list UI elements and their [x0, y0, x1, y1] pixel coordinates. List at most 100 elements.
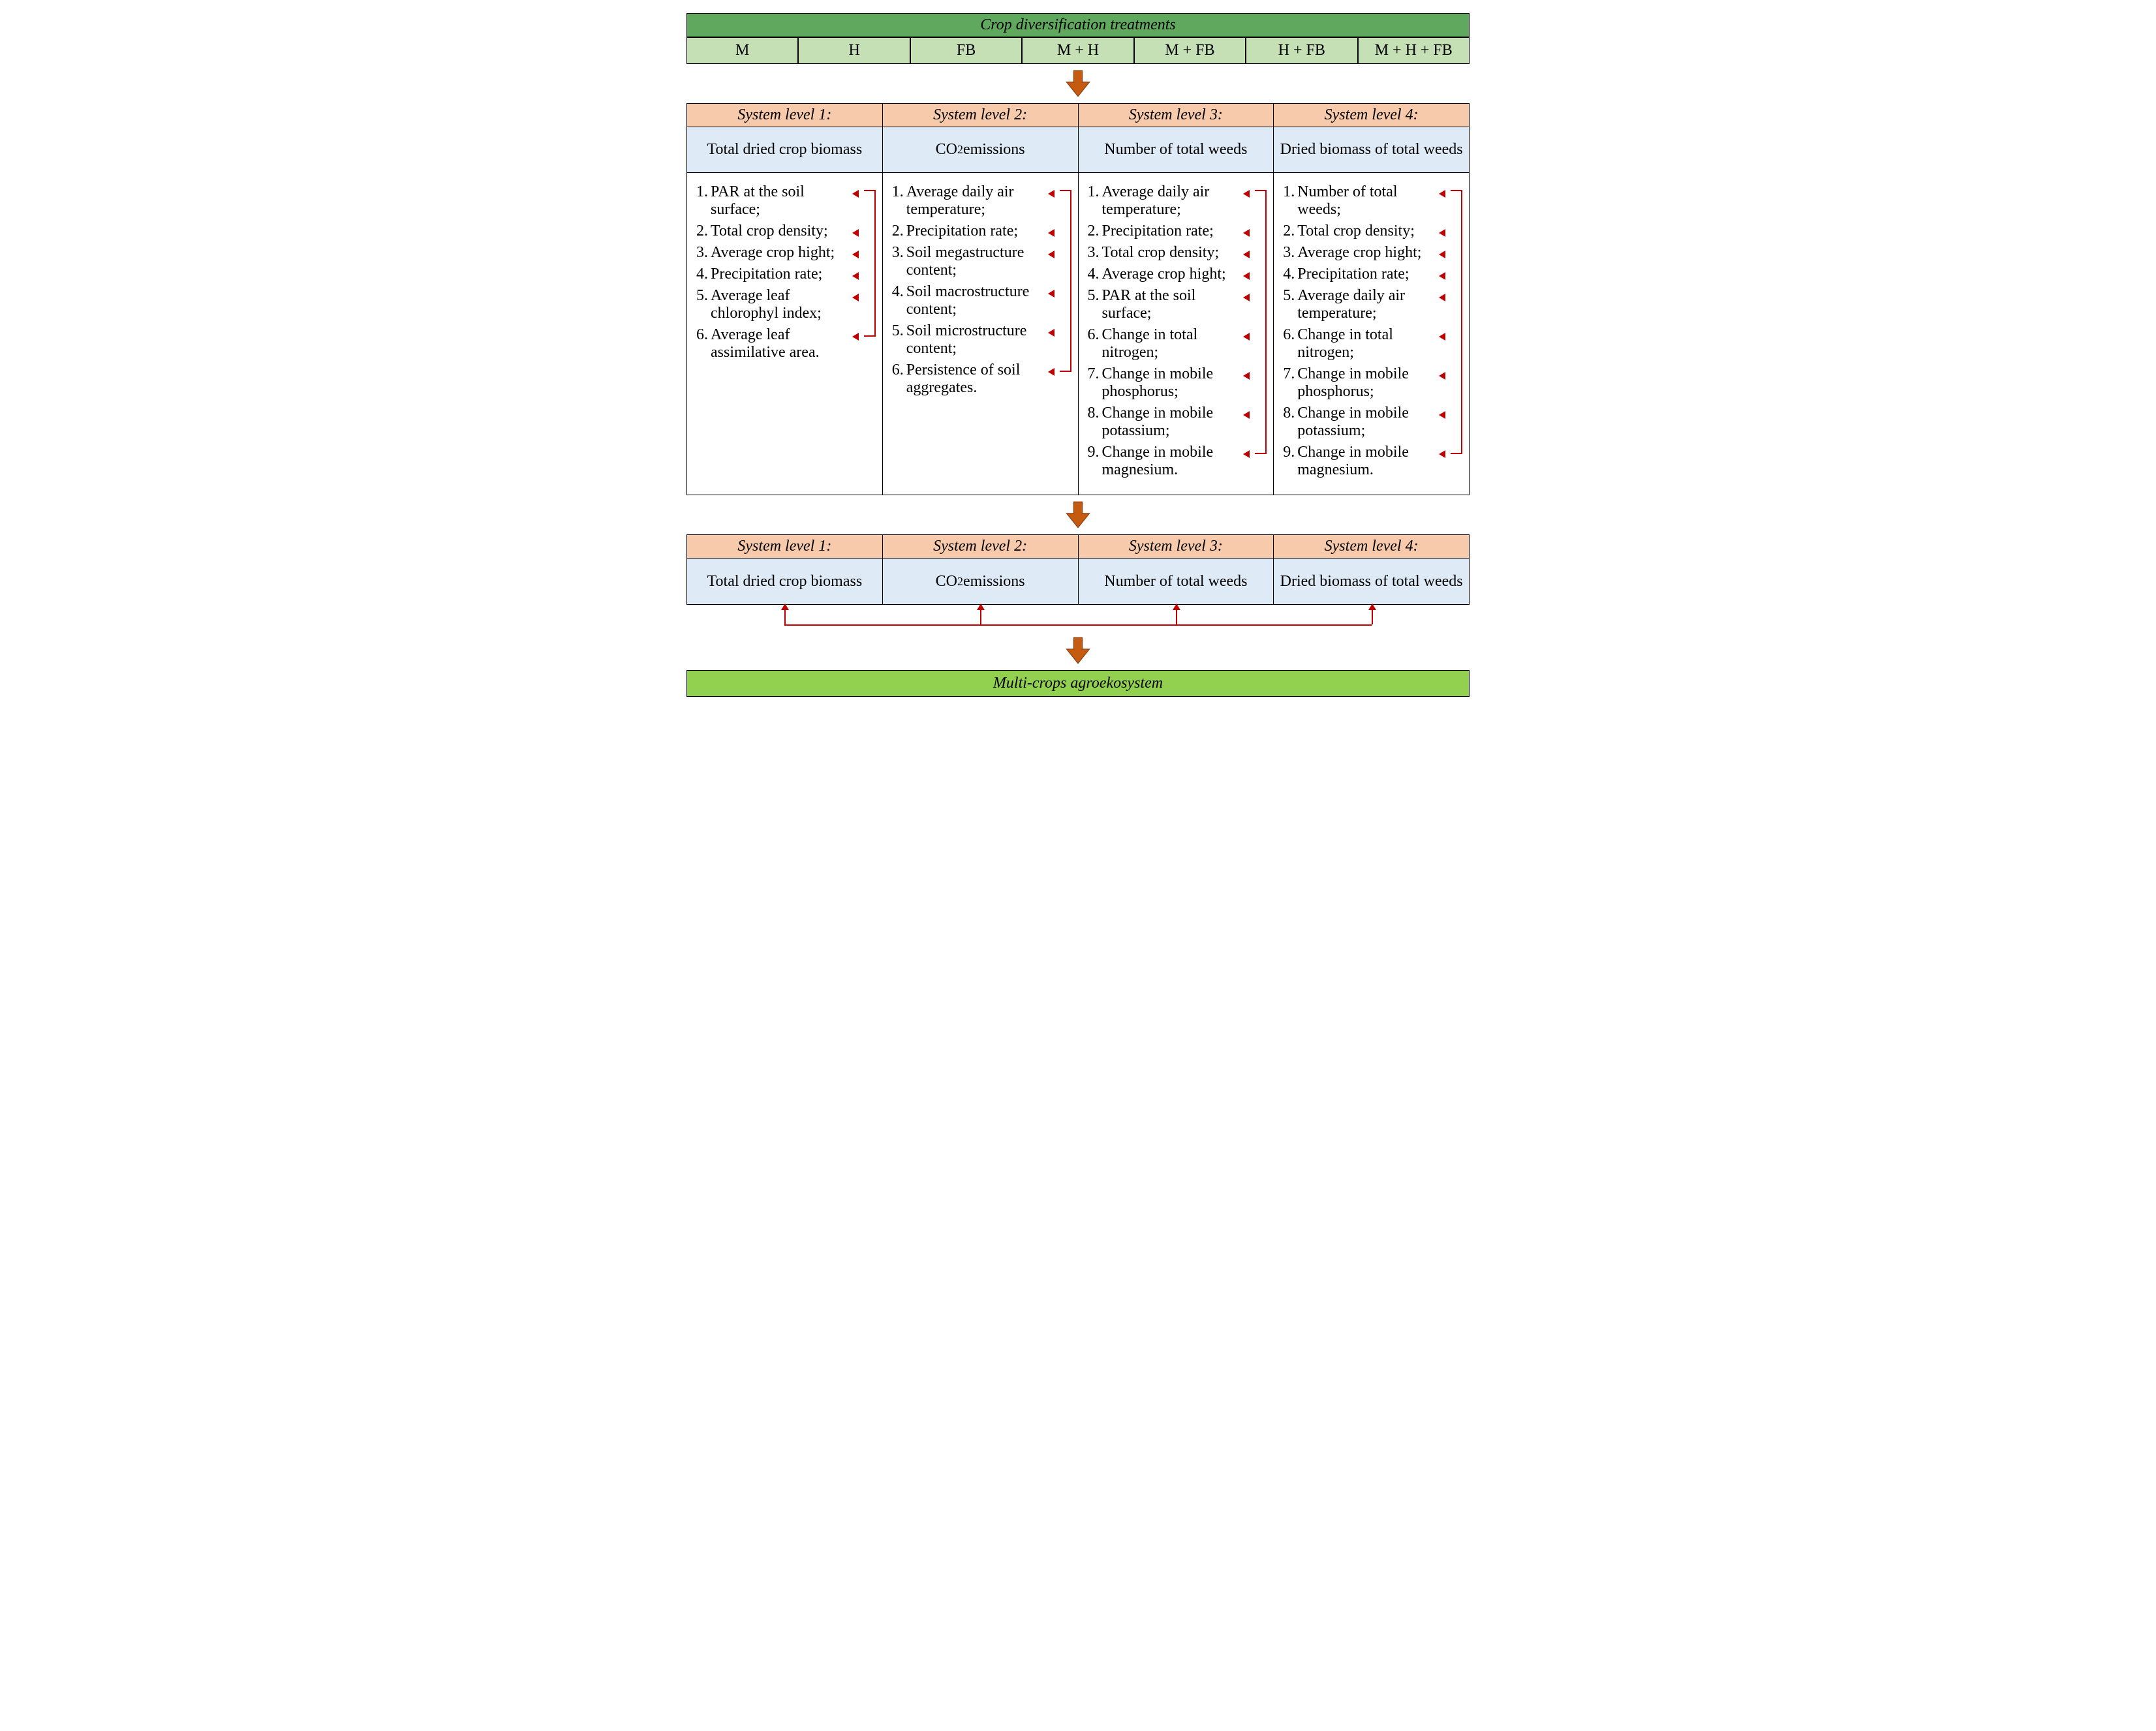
- list-item: 4.Average crop hight;: [1085, 266, 1269, 283]
- red-bracket: [864, 190, 876, 337]
- item-list: 1.Average daily air temperature;2.Precip…: [889, 183, 1073, 397]
- list-item-number: 6.: [889, 361, 904, 379]
- red-up-arrow: [1372, 605, 1373, 624]
- list-item: 2.Total crop density;: [694, 222, 877, 240]
- treatments-row: M H FB M + H M + FB H + FB M + H + FB: [686, 37, 1470, 64]
- list-item-text: Average crop hight;: [711, 244, 854, 262]
- list-item: 3.Average crop hight;: [1280, 244, 1464, 262]
- list-item-number: 2.: [694, 222, 708, 240]
- list-item-number: 4.: [889, 283, 904, 301]
- list-item-text: Soil megastructure content;: [906, 244, 1049, 279]
- list-item: 5.Average daily air temperature;: [1280, 287, 1464, 322]
- list-item-number: 1.: [1280, 183, 1295, 201]
- list-item-text: Average daily air temperature;: [1297, 287, 1440, 322]
- list-item: 6.Persistence of soil aggregates.: [889, 361, 1073, 397]
- list-item: 2.Precipitation rate;: [889, 222, 1073, 240]
- list-item-number: 4.: [1085, 266, 1100, 283]
- list-item: 7.Change in mobile phosphorus;: [1085, 365, 1269, 401]
- list-item-text: Change in total nitrogen;: [1297, 326, 1440, 361]
- list-item: 3.Total crop density;: [1085, 244, 1269, 262]
- list-item-number: 2.: [889, 222, 904, 240]
- list-item: 1.Number of total weeds;: [1280, 183, 1464, 219]
- list-item-text: Soil microstructure content;: [906, 322, 1049, 358]
- list-item: 6.Average leaf assimilative area.: [694, 326, 877, 361]
- list-item: 7.Change in mobile phosphorus;: [1280, 365, 1464, 401]
- list-item-number: 2.: [1280, 222, 1295, 240]
- down-arrow-2: [686, 495, 1470, 534]
- list-item: 3.Average crop hight;: [694, 244, 877, 262]
- list-item-number: 4.: [694, 266, 708, 283]
- system-level-col: System level 2: CO2 emissions: [883, 535, 1079, 604]
- list-item-text: Change in mobile potassium;: [1297, 405, 1440, 440]
- system-level-subtitle: Number of total weeds: [1079, 127, 1274, 173]
- list-item-text: Average crop hight;: [1297, 244, 1440, 262]
- system-level-col: System level 4: Dried biomass of total w…: [1274, 104, 1469, 495]
- treatment-cell: M + H + FB: [1358, 37, 1470, 64]
- list-item-text: Average daily air temperature;: [906, 183, 1049, 219]
- list-item: 4.Precipitation rate;: [1280, 266, 1464, 283]
- item-list: 1.Number of total weeds; 2.Total crop den…: [1280, 183, 1464, 479]
- system-level-title: System level 2:: [883, 104, 1078, 127]
- list-item: 6.Change in total nitrogen;: [1280, 326, 1464, 361]
- red-up-arrow: [1176, 605, 1177, 624]
- list-item: 9.Change in mobile magnesium.: [1280, 444, 1464, 479]
- red-up-arrow: [784, 605, 786, 624]
- list-item-text: Average daily air temperature;: [1102, 183, 1245, 219]
- list-item: 1.Average daily air temperature;: [1085, 183, 1269, 219]
- system-level-body: 1.Number of total weeds; 2.Total crop den…: [1274, 173, 1469, 495]
- treatment-cell: M + FB: [1134, 37, 1246, 64]
- down-arrow-icon: [1064, 69, 1092, 98]
- list-item-text: PAR at the soil surface;: [711, 183, 854, 219]
- red-up-arrow: [980, 605, 981, 624]
- list-item-number: 9.: [1280, 444, 1295, 461]
- list-item-text: Total crop density;: [1102, 244, 1245, 262]
- list-item: 4.Soil macrostructure content;: [889, 283, 1073, 318]
- list-item-text: Precipitation rate;: [711, 266, 854, 283]
- system-level-col: System level 3: Number of total weeds 1.…: [1079, 104, 1274, 495]
- list-item-text: Persistence of soil aggregates.: [906, 361, 1049, 397]
- list-item-text: Change in mobile phosphorus;: [1297, 365, 1440, 401]
- system-level-col: System level 1: Total dried crop biomass…: [687, 104, 883, 495]
- system-level-body: 1.PAR at the soil surface; 2.Total crop d…: [687, 173, 882, 453]
- list-item: 2.Precipitation rate;: [1085, 222, 1269, 240]
- list-item-number: 3.: [889, 244, 904, 262]
- system-level-subtitle: CO2 emissions: [883, 127, 1078, 173]
- list-item: 3.Soil megastructure content;: [889, 244, 1073, 279]
- system-level-title: System level 2:: [883, 535, 1078, 559]
- list-item: 8.Change in mobile potassium;: [1085, 405, 1269, 440]
- treatment-cell: H: [798, 37, 910, 64]
- system-level-subtitle: CO2 emissions: [883, 559, 1078, 604]
- down-arrow-3: [686, 636, 1470, 670]
- list-item: 6.Change in total nitrogen;: [1085, 326, 1269, 361]
- red-bracket: [1255, 190, 1267, 454]
- treatment-cell: FB: [910, 37, 1022, 64]
- system-level-subtitle: Dried biomass of total weeds: [1274, 127, 1469, 173]
- list-item: 2.Total crop density;: [1280, 222, 1464, 240]
- list-item-text: Change in mobile magnesium.: [1297, 444, 1440, 479]
- item-list: 1.Average daily air temperature; 2.Precip…: [1085, 183, 1269, 479]
- system-level-subtitle: Total dried crop biomass: [687, 127, 882, 173]
- treatment-cell: M + H: [1022, 37, 1133, 64]
- item-list: 1.PAR at the soil surface; 2.Total crop d…: [694, 183, 877, 361]
- system-level-col: System level 3: Number of total weeds: [1079, 535, 1274, 604]
- system-level-title: System level 3:: [1079, 104, 1274, 127]
- system-level-body: 1.Average daily air temperature; 2.Precip…: [1079, 173, 1274, 495]
- list-item-number: 5.: [889, 322, 904, 340]
- system-level-title: System level 1:: [687, 535, 882, 559]
- list-item-number: 8.: [1085, 405, 1100, 422]
- system-level-title: System level 3:: [1079, 535, 1274, 559]
- list-item: 5.Soil microstructure content;: [889, 322, 1073, 358]
- list-item-number: 1.: [694, 183, 708, 201]
- list-item-number: 9.: [1085, 444, 1100, 461]
- list-item-number: 3.: [1280, 244, 1295, 262]
- system-level-title: System level 4:: [1274, 535, 1469, 559]
- red-connector: [686, 605, 1470, 636]
- system-levels-summary: System level 1: Total dried crop biomass…: [686, 534, 1470, 605]
- list-item-number: 8.: [1280, 405, 1295, 422]
- top-header: Crop diversification treatments: [686, 13, 1470, 37]
- red-horizontal-line: [784, 624, 1372, 626]
- list-item-number: 5.: [1280, 287, 1295, 305]
- list-item-number: 6.: [1085, 326, 1100, 344]
- list-item-text: Average crop hight;: [1102, 266, 1245, 283]
- list-item-text: PAR at the soil surface;: [1102, 287, 1245, 322]
